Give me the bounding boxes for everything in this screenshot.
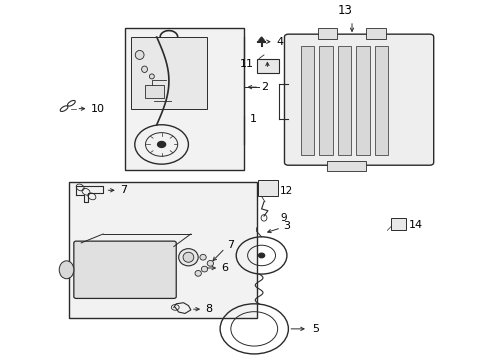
Text: 7: 7 <box>227 240 234 251</box>
Ellipse shape <box>207 261 213 266</box>
Text: 13: 13 <box>337 4 352 17</box>
Ellipse shape <box>183 252 193 262</box>
Bar <box>327 161 366 171</box>
Bar <box>131 37 206 109</box>
Text: 6: 6 <box>221 263 228 273</box>
Circle shape <box>258 253 264 258</box>
Text: 7: 7 <box>120 185 127 195</box>
Ellipse shape <box>178 249 198 266</box>
Bar <box>317 28 336 39</box>
Text: 5: 5 <box>311 324 318 334</box>
Bar <box>125 28 244 170</box>
FancyBboxPatch shape <box>74 241 176 298</box>
Ellipse shape <box>59 261 74 279</box>
Text: 2: 2 <box>261 82 268 92</box>
Bar <box>300 46 314 155</box>
Bar <box>337 46 350 155</box>
Text: 8: 8 <box>205 304 212 314</box>
Bar <box>258 180 277 196</box>
Text: 4: 4 <box>276 37 283 47</box>
Bar <box>390 218 406 230</box>
Text: 11: 11 <box>240 59 254 69</box>
Text: 9: 9 <box>280 213 286 223</box>
Text: 1: 1 <box>249 114 256 125</box>
FancyBboxPatch shape <box>284 34 433 165</box>
Bar <box>319 46 332 155</box>
Ellipse shape <box>135 50 144 59</box>
Bar <box>69 182 256 318</box>
Polygon shape <box>258 37 264 41</box>
Ellipse shape <box>195 270 201 276</box>
Text: 12: 12 <box>280 186 293 196</box>
Text: 10: 10 <box>91 104 105 114</box>
Bar <box>374 46 387 155</box>
Bar <box>144 85 163 98</box>
Bar <box>355 46 369 155</box>
Ellipse shape <box>149 74 154 79</box>
Ellipse shape <box>201 266 207 272</box>
Text: 3: 3 <box>283 221 290 231</box>
Bar <box>366 28 385 39</box>
Text: 14: 14 <box>408 220 423 230</box>
Bar <box>256 59 278 73</box>
Ellipse shape <box>142 66 147 72</box>
Circle shape <box>157 141 165 147</box>
Ellipse shape <box>200 255 206 260</box>
